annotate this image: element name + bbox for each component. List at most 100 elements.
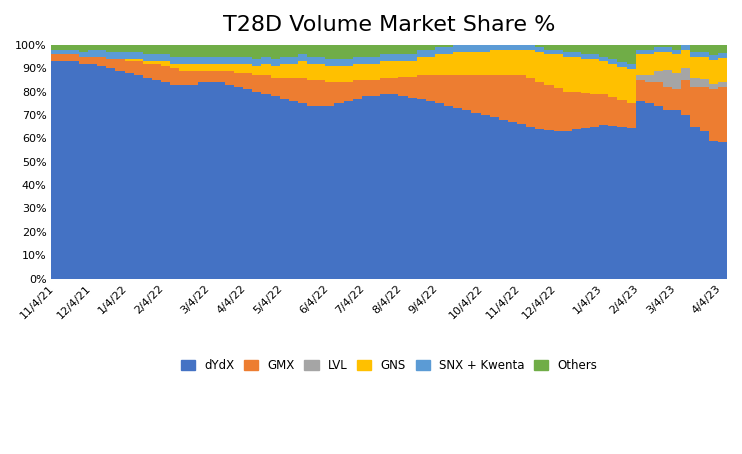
Bar: [691, 87, 700, 127]
Bar: [352, 99, 362, 279]
Bar: [471, 75, 481, 113]
Bar: [188, 64, 197, 70]
Bar: [61, 61, 70, 279]
Bar: [617, 67, 626, 100]
Bar: [672, 49, 681, 54]
Bar: [225, 84, 234, 279]
Bar: [88, 64, 97, 279]
Bar: [691, 57, 700, 78]
Bar: [517, 75, 526, 124]
Bar: [170, 68, 180, 84]
Legend: dYdX, GMX, LVL, GNS, SNX + Kwenta, Others: dYdX, GMX, LVL, GNS, SNX + Kwenta, Other…: [176, 355, 603, 377]
Bar: [79, 52, 88, 57]
Bar: [681, 80, 691, 115]
Bar: [252, 92, 261, 279]
Bar: [207, 57, 216, 64]
Bar: [252, 66, 261, 75]
Bar: [444, 54, 453, 75]
Bar: [645, 54, 654, 75]
Bar: [261, 75, 271, 94]
Bar: [645, 49, 654, 54]
Bar: [718, 53, 727, 58]
Bar: [170, 45, 180, 57]
Bar: [216, 64, 225, 70]
Bar: [481, 52, 490, 75]
Bar: [216, 57, 225, 64]
Bar: [380, 78, 390, 94]
Bar: [225, 70, 234, 84]
Bar: [608, 45, 617, 59]
Bar: [280, 78, 289, 99]
Bar: [325, 66, 335, 82]
Bar: [70, 54, 79, 61]
Bar: [344, 66, 352, 82]
Bar: [462, 52, 471, 75]
Bar: [572, 45, 581, 52]
Bar: [398, 77, 407, 96]
Bar: [535, 45, 545, 47]
Bar: [344, 101, 352, 279]
Bar: [307, 80, 316, 106]
Bar: [663, 110, 672, 279]
Bar: [298, 54, 307, 61]
Bar: [709, 60, 718, 84]
Bar: [142, 45, 152, 54]
Bar: [79, 57, 88, 64]
Bar: [608, 64, 617, 97]
Bar: [626, 45, 636, 64]
Bar: [526, 49, 535, 78]
Bar: [61, 45, 70, 49]
Bar: [307, 57, 316, 64]
Bar: [152, 64, 161, 80]
Bar: [180, 45, 188, 57]
Bar: [499, 120, 508, 279]
Bar: [134, 45, 142, 52]
Bar: [636, 101, 645, 279]
Bar: [626, 69, 636, 104]
Bar: [142, 61, 152, 64]
Bar: [234, 45, 243, 57]
Bar: [380, 94, 390, 279]
Bar: [535, 129, 545, 279]
Bar: [600, 61, 608, 94]
Bar: [298, 45, 307, 54]
Bar: [444, 75, 453, 106]
Bar: [581, 128, 590, 279]
Bar: [490, 75, 499, 117]
Bar: [600, 125, 608, 279]
Bar: [681, 115, 691, 279]
Bar: [700, 52, 709, 57]
Bar: [471, 113, 481, 279]
Bar: [225, 57, 234, 64]
Bar: [663, 47, 672, 52]
Bar: [718, 58, 727, 82]
Bar: [654, 45, 663, 47]
Bar: [142, 78, 152, 279]
Bar: [453, 52, 462, 75]
Bar: [636, 49, 645, 54]
Bar: [663, 87, 672, 110]
Bar: [289, 45, 298, 57]
Bar: [718, 142, 727, 279]
Bar: [545, 85, 554, 130]
Bar: [654, 82, 663, 106]
Bar: [645, 75, 654, 82]
Bar: [280, 57, 289, 64]
Bar: [371, 64, 380, 80]
Bar: [626, 64, 636, 69]
Bar: [390, 78, 398, 94]
Bar: [709, 45, 718, 55]
Bar: [481, 115, 490, 279]
Bar: [554, 49, 562, 54]
Bar: [444, 106, 453, 279]
Bar: [180, 84, 188, 279]
Bar: [316, 80, 325, 106]
Bar: [608, 59, 617, 64]
Bar: [116, 45, 125, 52]
Bar: [316, 57, 325, 64]
Bar: [526, 45, 535, 49]
Bar: [636, 54, 645, 75]
Bar: [617, 62, 626, 67]
Bar: [554, 54, 562, 88]
Bar: [681, 45, 691, 49]
